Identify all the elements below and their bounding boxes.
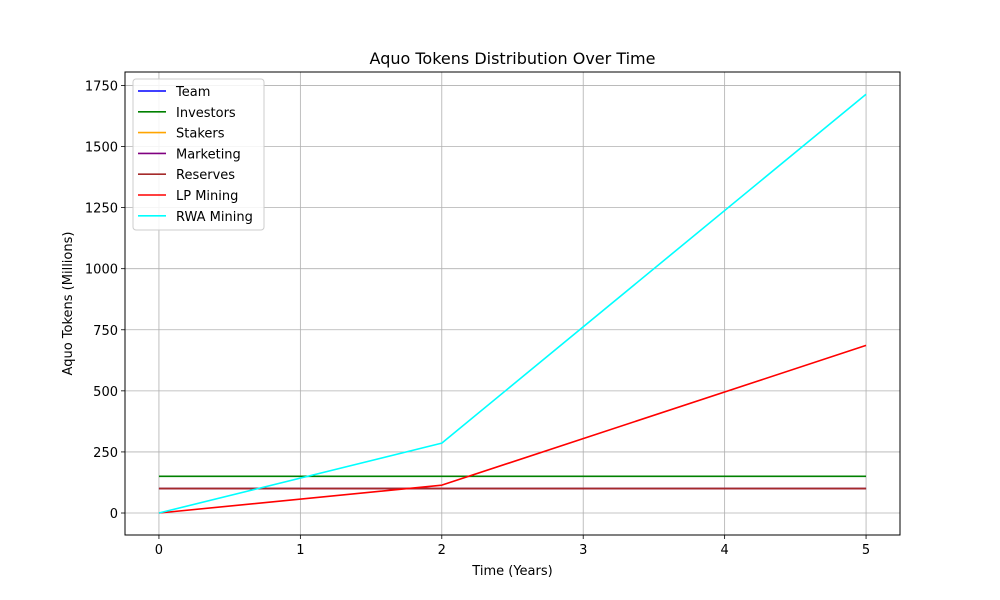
legend-label-marketing: Marketing bbox=[176, 147, 241, 162]
legend-label-reserves: Reserves bbox=[176, 168, 235, 183]
series-line-rwa-mining bbox=[158, 93, 867, 514]
x-axis-label: Time (Years) bbox=[471, 564, 552, 579]
y-tick-label: 750 bbox=[93, 324, 118, 339]
y-tick-label: 250 bbox=[93, 446, 118, 461]
y-tick-label: 1250 bbox=[85, 202, 118, 217]
x-tick-label: 4 bbox=[720, 543, 728, 558]
y-tick-label: 1750 bbox=[85, 79, 118, 94]
y-tick-label: 500 bbox=[93, 385, 118, 400]
legend-label-rwa-mining: RWA Mining bbox=[176, 210, 253, 225]
legend-label-lp-mining: LP Mining bbox=[176, 189, 238, 204]
series-line-lp-mining bbox=[158, 344, 867, 514]
legend: Team Investors Stakers Marketing Reserves LP … bbox=[132, 78, 265, 231]
x-tick-label: 5 bbox=[862, 543, 870, 558]
grid bbox=[125, 72, 900, 535]
plot-frame bbox=[124, 71, 901, 536]
chart-title: Aquo Tokens Distribution Over Time bbox=[370, 49, 656, 68]
y-tick-label: 0 bbox=[110, 507, 118, 522]
series-lines bbox=[158, 93, 867, 514]
legend-label-stakers: Stakers bbox=[176, 127, 225, 142]
x-tick-label: 1 bbox=[296, 543, 304, 558]
x-tick-label: 2 bbox=[438, 543, 446, 558]
legend-label-investors: Investors bbox=[176, 106, 236, 121]
legend-box bbox=[132, 78, 265, 231]
legend-label-team: Team bbox=[175, 85, 210, 100]
y-tick-label: 1000 bbox=[85, 263, 118, 278]
x-tick-label: 0 bbox=[155, 543, 163, 558]
ticks: 0 1 2 3 4 5 0 250 500 750 1000 1250 1500 1750 bbox=[85, 79, 870, 558]
y-axis-label: Aquo Tokens (Millions) bbox=[61, 232, 76, 376]
x-tick-label: 3 bbox=[579, 543, 587, 558]
y-tick-label: 1500 bbox=[85, 141, 118, 156]
